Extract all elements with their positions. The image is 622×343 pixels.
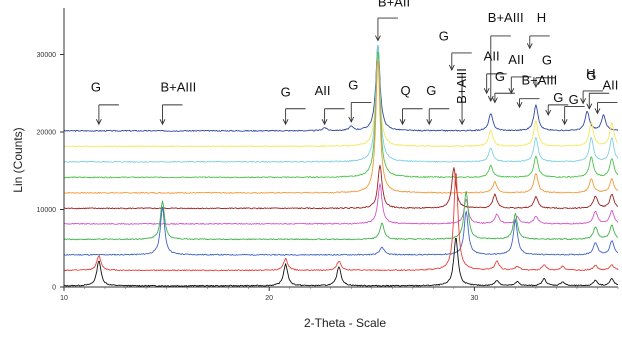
series-line — [63, 164, 619, 210]
annotation-arrow — [580, 98, 587, 105]
peak-annotation: G — [281, 84, 306, 126]
annotation-arrow — [586, 103, 593, 110]
annotation-arrow — [533, 81, 539, 89]
peak-annotation: AII — [508, 52, 532, 95]
annotation-arrow — [426, 119, 433, 126]
y-tick-label: 10000 — [37, 207, 57, 214]
annotation-label: B+AIII — [160, 80, 196, 95]
peak-annotation: B+AIII — [488, 10, 524, 103]
y-tick-label: 30000 — [37, 52, 57, 59]
annotation-label: B+AII — [378, 0, 410, 9]
annotation-arrow — [491, 97, 498, 104]
peak-annotation: G — [586, 68, 610, 110]
annotation-arrow — [545, 109, 552, 116]
annotation-label: G — [569, 92, 579, 107]
annotation-arrow — [399, 119, 406, 126]
annotation-label: AII — [315, 83, 331, 98]
series-line — [63, 51, 619, 179]
peak-annotation: AII — [315, 83, 345, 126]
annotation-label: G — [426, 83, 436, 98]
annotation-label: B+AIII — [522, 73, 558, 88]
peak-annotation: G — [439, 29, 472, 72]
annotation-arrow — [526, 43, 533, 50]
annotation-label: G — [542, 53, 552, 68]
annotation-arrow — [95, 119, 102, 126]
annotation-label: B+AIII — [454, 68, 469, 104]
x-tick-label: 10 — [60, 295, 68, 302]
annotation-label: Q — [401, 83, 411, 98]
annotation-label: B+AIII — [488, 10, 524, 25]
peak-annotation: B+AIII — [159, 80, 196, 126]
annotation-label: G — [586, 68, 596, 83]
series-line — [63, 237, 619, 287]
annotation-label: H — [586, 66, 595, 81]
ticks: 10 20 30 0 10000 20000 30000 — [37, 52, 619, 302]
axes — [63, 8, 618, 288]
peak-annotation: B+AIII — [454, 68, 469, 126]
y-tick-label: 0 — [52, 285, 56, 292]
annotation-arrow — [448, 64, 455, 72]
peak-annotation: Q — [399, 83, 423, 126]
series-line — [63, 206, 619, 256]
annotation-arrow — [375, 35, 381, 42]
y-axis-title: Lin (Counts) — [11, 127, 25, 192]
series-line — [63, 60, 619, 194]
peak-annotation: G — [545, 90, 569, 116]
peak-annotation: G — [491, 69, 515, 104]
annotation-arrow — [483, 88, 490, 95]
annotation-label: G — [281, 84, 291, 99]
annotation-arrow — [516, 101, 523, 109]
annotation-arrow — [321, 119, 328, 126]
series-line — [63, 45, 619, 132]
peak-annotation: G — [426, 83, 450, 126]
annotation-label: AII — [484, 49, 500, 64]
annotation-label: H — [537, 10, 546, 25]
annotation-arrow — [594, 108, 601, 115]
series-line — [63, 183, 619, 225]
annotation-arrow — [159, 119, 166, 126]
annotation-label: G — [348, 77, 358, 92]
x-axis-title: 2-Theta - Scale — [304, 316, 386, 330]
peak-annotation: H — [526, 10, 550, 50]
traces — [63, 44, 619, 287]
peak-annotation: G — [561, 92, 585, 126]
annotation-label: G — [91, 80, 101, 95]
peak-annotation: B+AII — [375, 0, 410, 42]
peak-annotation: G — [348, 77, 372, 123]
annotation-label: G — [439, 29, 449, 44]
annotation-label: G — [553, 90, 563, 105]
x-tick-label: 30 — [470, 295, 478, 302]
annotation-arrow — [282, 119, 289, 126]
series-line — [63, 44, 619, 163]
peak-annotation: AII — [483, 49, 507, 95]
peak-annotation: H — [580, 66, 604, 105]
y-tick-label: 20000 — [37, 130, 57, 137]
x-tick-label: 20 — [265, 295, 273, 302]
peak-annotation: AII — [594, 77, 618, 115]
peak-annotation: G — [91, 80, 119, 126]
series-line — [63, 190, 619, 241]
annotation-arrow — [348, 116, 355, 123]
peak-annotation: G — [533, 53, 556, 89]
series-line — [63, 173, 619, 272]
peak-annotation: B+AIII — [516, 73, 558, 109]
annotation-arrow — [561, 119, 568, 126]
annotation-arrow — [459, 119, 465, 126]
annotation-label: AII — [508, 52, 524, 67]
annotation-label: G — [495, 69, 505, 84]
series-line — [63, 50, 619, 148]
annotation-label: AII — [602, 77, 618, 92]
